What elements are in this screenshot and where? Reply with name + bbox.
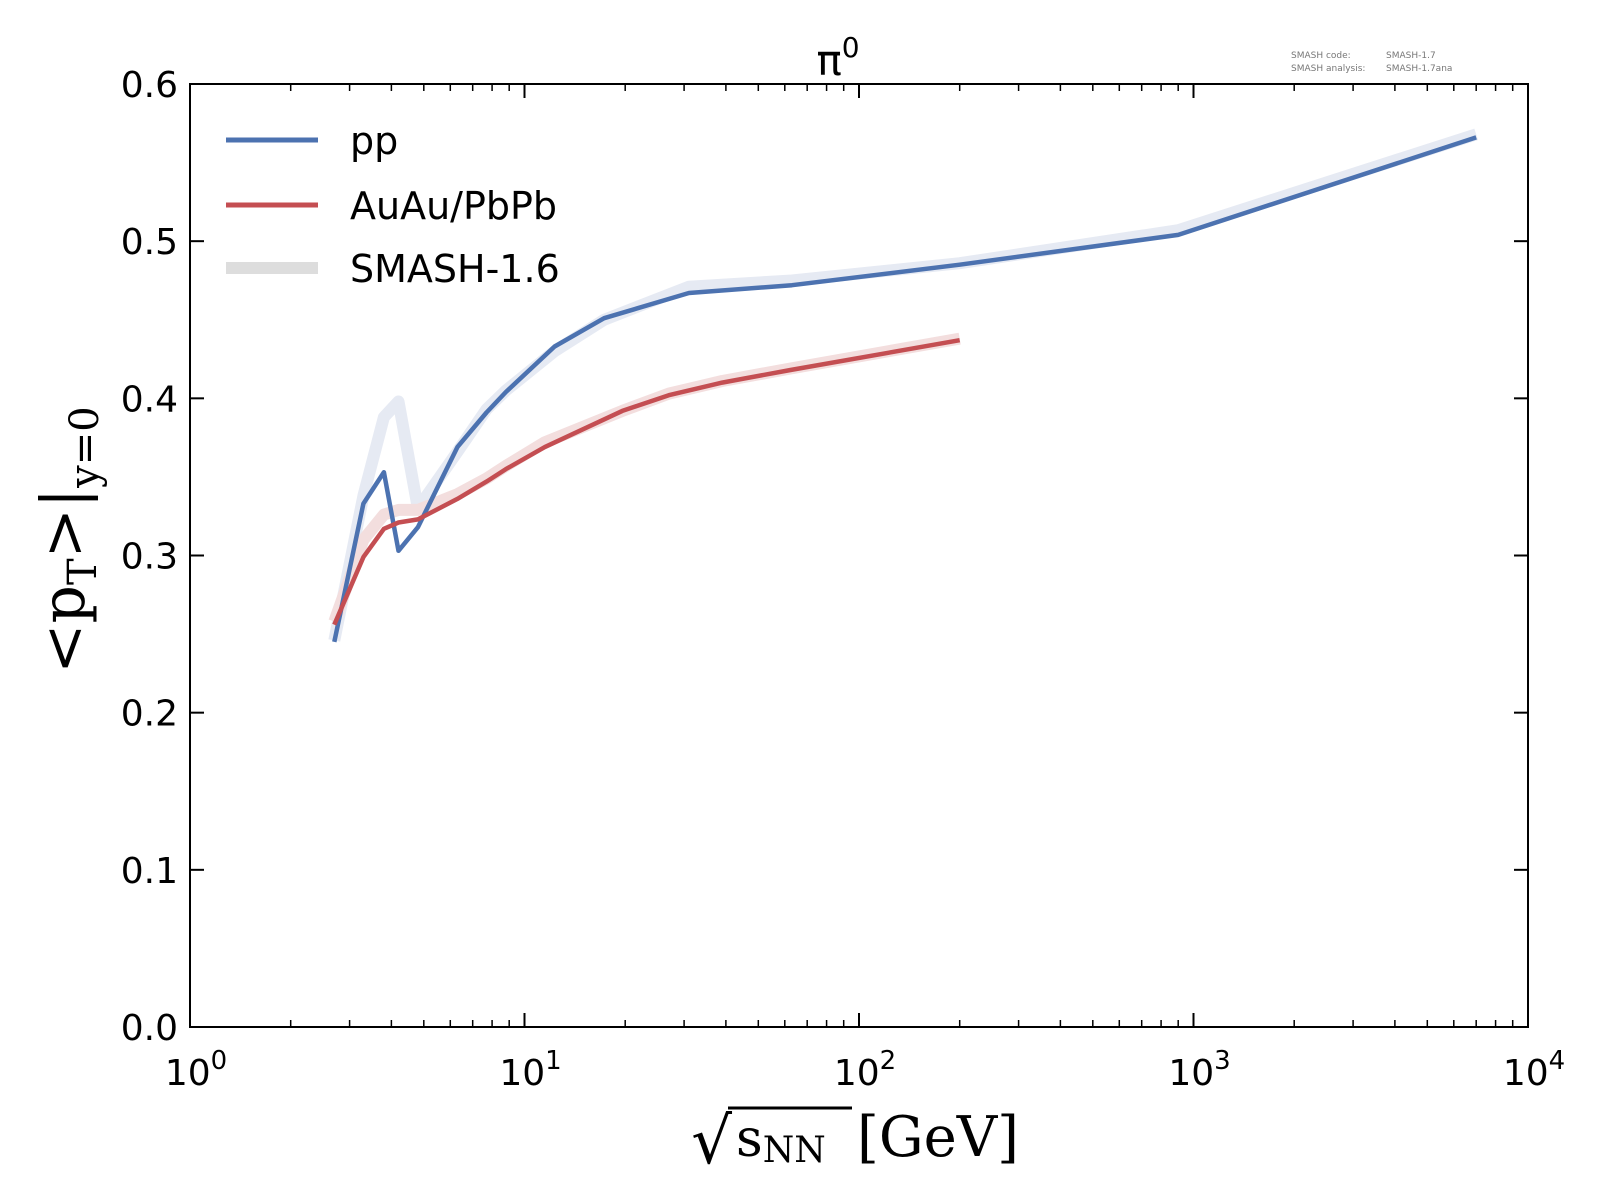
y-tick-label: 0.2 [121, 694, 178, 735]
y-label-mid: >| [29, 488, 99, 559]
chart-title-superscript: 0 [842, 31, 860, 64]
x-tick-exp: 3 [1214, 1046, 1231, 1076]
legend-label-smash-1-6: SMASH-1.6 [350, 247, 560, 291]
chart-title-main: π [816, 36, 841, 85]
annotation-line1-value: SMASH-1.7 [1386, 51, 1436, 61]
annotation-line2-value: SMASH-1.7ana [1386, 64, 1452, 74]
y-tick-label: 0.6 [121, 65, 178, 106]
x-tick-base: 10 [165, 1053, 211, 1094]
x-tick-base: 10 [1168, 1053, 1214, 1094]
x-tick-exp: 0 [211, 1046, 228, 1076]
x-tick-label: 104 [1503, 1046, 1565, 1094]
x-tick-exp: 1 [545, 1046, 562, 1076]
data-series-lines [332, 135, 1477, 643]
y-tick-label: 0.5 [121, 222, 178, 263]
x-tick-label: 101 [499, 1046, 561, 1094]
x-label-variable: sNN [736, 1109, 826, 1171]
chart-title: π0 [816, 31, 859, 85]
x-tick-base: 10 [499, 1053, 545, 1094]
x-tick-label: 102 [834, 1046, 896, 1094]
x-tick-base: 10 [1503, 1053, 1549, 1094]
x-tick-exp: 4 [1549, 1046, 1566, 1076]
legend-label-auau-pbpb: AuAu/PbPb [350, 184, 557, 228]
x-tick-labels: 100 101 102 103 104 [165, 1046, 1565, 1094]
annotation-line1-label: SMASH code: [1291, 51, 1351, 61]
series-line-auau-pbpb [332, 337, 961, 626]
x-tick-exp: 2 [880, 1046, 897, 1076]
y-tick-labels: 0.0 0.1 0.2 0.3 0.4 0.5 0.6 [121, 65, 178, 1049]
x-tick-label: 103 [1168, 1046, 1230, 1094]
x-label-var: s [736, 1109, 763, 1169]
y-tick-label: 0.1 [121, 851, 178, 892]
y-label-sub-T: T [60, 558, 106, 585]
plot-frame [189, 83, 1529, 1028]
y-tick-label: 0.4 [121, 379, 178, 420]
y-label-p: <p [29, 585, 99, 674]
series-line-pp [332, 135, 1477, 643]
legend-label-pp: pp [350, 119, 398, 163]
y-label-text: <pT>|y=0 [29, 406, 108, 673]
legend: pp AuAu/PbPb SMASH-1.6 [226, 119, 560, 291]
y-tick-label: 0.0 [121, 1008, 178, 1049]
annotation-line2-label: SMASH analysis: [1291, 64, 1365, 74]
y-tick-label: 0.3 [121, 537, 178, 578]
x-axis-label: √ sNN [GeV] [691, 1105, 1019, 1179]
version-annotation: SMASH code: SMASH-1.7 SMASH analysis: SM… [1291, 51, 1452, 74]
x-label-unit: [GeV] [857, 1105, 1019, 1170]
x-minor-ticks [289, 84, 1514, 1027]
x-label-sqrt-symbol: √ [691, 1105, 732, 1179]
x-tick-label: 100 [165, 1046, 227, 1094]
x-tick-base: 10 [834, 1053, 880, 1094]
y-axis-label: <pT>|y=0 [29, 406, 108, 673]
reference-line-auau-pbpb [328, 332, 961, 624]
x-label-var-sub: NN [763, 1130, 826, 1171]
y-label-sub-y: y=0 [62, 406, 108, 489]
